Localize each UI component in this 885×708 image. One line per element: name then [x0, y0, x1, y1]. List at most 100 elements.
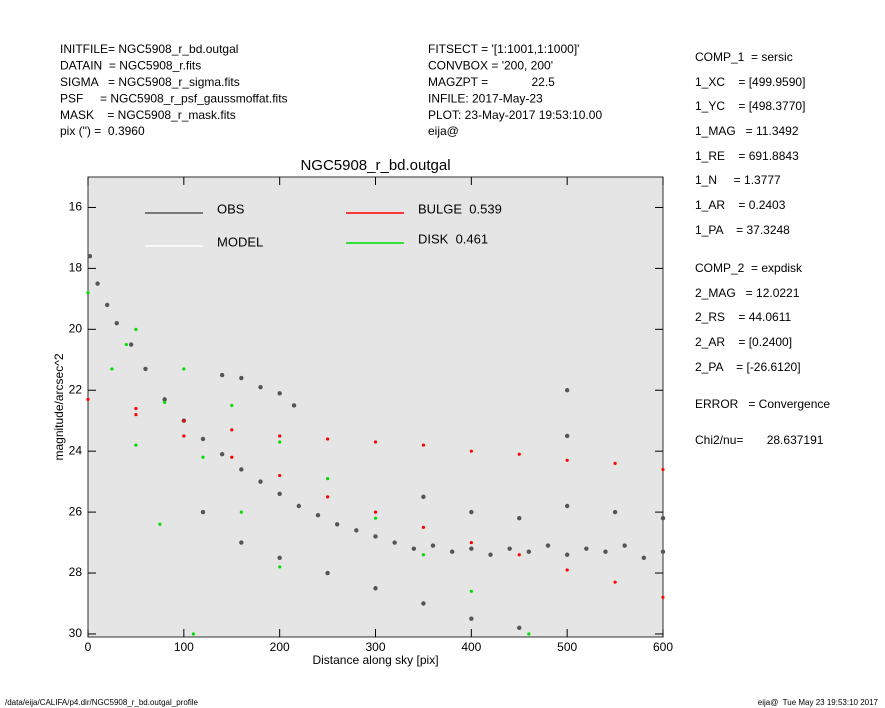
y-tick-label: 30	[69, 626, 83, 640]
header-line: pix (") = 0.3960	[60, 124, 145, 138]
param-line: 2_RS = 44.0611	[695, 310, 792, 324]
data-point	[239, 510, 243, 514]
header-line: MAGZPT = 22.5	[428, 75, 555, 89]
header-line: SIGMA = NGC5908_r_sigma.fits	[60, 75, 240, 89]
data-point	[278, 440, 282, 444]
footer-left: /data/eija/CALIFA/p4.dir/NGC5908_r_bd.ou…	[5, 698, 199, 707]
header-line: DATAIN = NGC5908_r.fits	[60, 59, 201, 73]
legend-label: BULGE 0.539	[418, 201, 502, 216]
data-point	[219, 372, 225, 378]
data-point	[325, 476, 330, 481]
header-line: eija@	[428, 124, 459, 138]
data-point	[373, 510, 378, 514]
data-point	[507, 546, 512, 551]
data-point	[277, 555, 282, 560]
data-point	[219, 452, 225, 457]
data-point	[239, 540, 244, 545]
data-point	[315, 512, 321, 518]
data-point	[421, 443, 426, 447]
data-point	[469, 509, 474, 515]
data-point	[95, 281, 100, 286]
data-point	[191, 632, 196, 636]
header-line: INITFILE= NGC5908_r_bd.outgal	[60, 42, 238, 56]
data-point	[278, 565, 282, 569]
param-line: COMP_2 = expdisk	[695, 261, 803, 275]
param-line: 1_AR = 0.2403	[695, 198, 786, 212]
param-line: 2_MAG = 12.0221	[695, 286, 800, 300]
data-point	[613, 580, 617, 584]
data-point	[565, 458, 569, 462]
param-line: 2_AR = [0.2400]	[695, 335, 792, 349]
data-point	[564, 388, 570, 393]
data-point	[277, 491, 282, 497]
x-tick-label: 500	[557, 640, 577, 654]
data-point	[517, 515, 522, 521]
data-point	[86, 397, 90, 401]
data-point	[449, 549, 455, 554]
data-point	[564, 552, 570, 557]
data-point	[258, 384, 263, 390]
data-point	[200, 509, 206, 515]
data-point	[325, 570, 330, 576]
data-point	[258, 479, 263, 484]
data-point	[612, 509, 618, 515]
data-point	[134, 406, 138, 411]
data-point	[201, 455, 205, 459]
data-point	[230, 455, 234, 459]
data-point	[660, 515, 666, 521]
data-point	[325, 437, 330, 441]
data-point	[613, 461, 617, 465]
param-line: COMP_1 = sersic	[695, 50, 793, 64]
y-tick-label: 18	[69, 261, 83, 275]
data-point	[469, 546, 474, 551]
y-tick-label: 28	[69, 565, 83, 579]
data-point	[517, 625, 522, 631]
data-point	[488, 552, 493, 557]
header-line: PSF = NGC5908_r_psf_gaussmoffat.fits	[60, 91, 288, 105]
data-point	[200, 436, 206, 442]
data-point	[296, 503, 302, 509]
data-point	[134, 327, 138, 331]
data-point	[641, 555, 647, 560]
header-line: FITSECT = '[1:1001,1:1000]'	[428, 42, 579, 56]
data-point	[86, 291, 90, 295]
data-point	[545, 543, 551, 548]
data-point	[134, 413, 138, 417]
param-line: 1_YC = [498.3770]	[695, 99, 805, 113]
header-line: MASK = NGC5908_r_mask.fits	[60, 108, 236, 122]
data-point	[411, 546, 417, 551]
y-axis-label: magnitude/arcsec^2	[52, 353, 66, 460]
data-point	[239, 375, 244, 381]
param-line: 1_MAG = 11.3492	[695, 124, 799, 138]
legend-label: OBS	[217, 201, 245, 216]
x-tick-label: 300	[365, 640, 385, 654]
data-point	[430, 543, 436, 548]
data-point	[163, 400, 167, 405]
data-point	[517, 553, 521, 557]
x-tick-label: 600	[653, 640, 673, 654]
data-point	[603, 549, 608, 554]
data-point	[87, 254, 93, 259]
header-line: CONVBOX = '200, 200'	[428, 59, 553, 73]
param-line: Chi2/nu= 28.637191	[695, 433, 824, 447]
data-point	[334, 522, 340, 527]
y-tick-label: 16	[69, 200, 83, 214]
data-point	[564, 433, 570, 439]
data-point	[421, 553, 426, 557]
data-point	[517, 452, 521, 456]
data-point	[469, 589, 473, 593]
data-point	[128, 342, 134, 347]
data-point	[230, 428, 234, 432]
data-point	[469, 449, 473, 453]
x-axis-label: Distance along sky [pix]	[312, 653, 438, 667]
data-point	[158, 522, 162, 526]
header-line: PLOT: 23-May-2017 19:53:10.00	[428, 108, 602, 122]
data-point	[421, 494, 426, 500]
data-point	[124, 342, 128, 347]
data-point	[660, 549, 666, 554]
data-point	[373, 534, 378, 539]
data-point	[565, 568, 569, 572]
param-line: ERROR = Convergence	[695, 397, 830, 411]
data-point	[134, 443, 138, 447]
